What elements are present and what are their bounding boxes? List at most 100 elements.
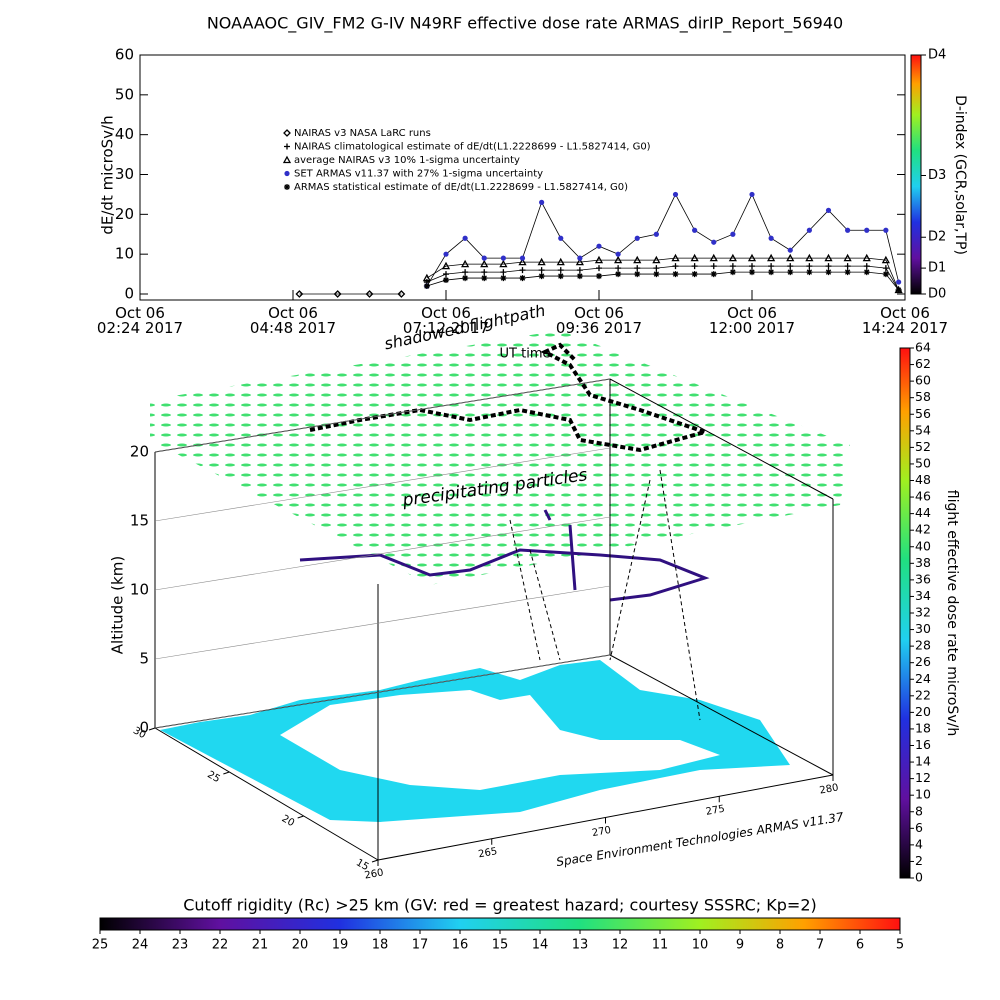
marker xyxy=(481,275,488,282)
marker xyxy=(615,265,622,272)
colorbar-tick-label: 24 xyxy=(132,938,149,953)
marker xyxy=(397,290,406,298)
marker xyxy=(883,227,889,233)
y-tick-label: 10 xyxy=(115,245,134,263)
x-tick-label: Oct 06 12:00 2017 xyxy=(708,304,796,337)
particle-layer xyxy=(150,330,850,585)
y2-tick-label: D3 xyxy=(928,168,946,183)
marker xyxy=(634,265,641,272)
marker xyxy=(729,269,736,276)
colorbar-tick-label: 58 xyxy=(915,389,931,404)
marker xyxy=(423,283,430,290)
marker xyxy=(844,269,851,276)
marker xyxy=(653,271,660,278)
colorbar-tick-label: 16 xyxy=(915,737,931,752)
land xyxy=(280,690,720,790)
colorbar xyxy=(910,54,922,295)
y-tick xyxy=(223,771,230,775)
marker xyxy=(443,251,449,257)
marker xyxy=(596,265,602,272)
marker xyxy=(284,184,290,190)
colorbar-tick-label: 12 xyxy=(612,938,629,953)
marker xyxy=(284,170,290,177)
marker xyxy=(556,257,565,266)
x-tick-label: Oct 06 07:12 2017 xyxy=(402,304,490,337)
colorbar-tick-label: 7 xyxy=(816,938,824,953)
marker xyxy=(844,263,851,270)
z-grid xyxy=(154,585,611,660)
colorbar-tick-label: 46 xyxy=(915,489,931,504)
marker xyxy=(864,227,870,233)
box-edge xyxy=(609,378,834,500)
colorbar-tick-label: 10 xyxy=(915,787,931,802)
marker xyxy=(576,267,583,274)
marker xyxy=(825,207,832,213)
marker xyxy=(537,257,546,266)
x-tick-label: 275 xyxy=(705,804,726,818)
marker xyxy=(896,279,902,285)
marker xyxy=(519,267,526,274)
colorbar-tick-label: 62 xyxy=(915,356,931,371)
z-tick-label: 5 xyxy=(139,650,149,668)
colorbar-tick-label: 42 xyxy=(915,522,931,537)
marker xyxy=(519,255,526,261)
marker xyxy=(615,271,622,278)
y-tick-label: 0 xyxy=(124,285,134,303)
marker xyxy=(881,255,890,264)
marker xyxy=(462,269,469,276)
marker xyxy=(709,253,718,262)
colorbar-tick-label: 48 xyxy=(915,472,931,487)
colorbar-tick-label: 21 xyxy=(252,938,269,953)
box-edge xyxy=(609,654,834,776)
flightpath xyxy=(299,509,710,602)
y2-axis-label: D-index (GCR,solar,TP) xyxy=(952,95,968,255)
marker xyxy=(596,273,602,280)
marker xyxy=(575,257,584,266)
marker xyxy=(558,235,564,241)
marker xyxy=(845,227,851,233)
marker xyxy=(284,143,290,150)
colorbar-tick-label: 18 xyxy=(372,938,389,953)
y-tick-label: 20 xyxy=(115,205,134,223)
colorbar-tick-label: 23 xyxy=(172,938,189,953)
marker xyxy=(557,267,564,274)
x-tick-label: 280 xyxy=(819,782,840,796)
y-tick xyxy=(297,815,304,819)
legend-label: average NAIRAS v3 10% 1-sigma uncertaint… xyxy=(294,155,520,166)
colorbar-tick-label: 11 xyxy=(652,938,669,953)
colorbar-tick-label: 12 xyxy=(915,770,931,785)
marker xyxy=(596,243,602,249)
y2-tick-label: D0 xyxy=(928,287,946,302)
series-line xyxy=(426,271,899,291)
marker xyxy=(882,271,889,278)
x-tick-label: Oct 06 04:48 2017 xyxy=(249,304,337,337)
y-tick xyxy=(371,859,379,863)
colorbar-tick-label: 22 xyxy=(915,687,931,702)
marker xyxy=(786,253,795,262)
colorbar-tick-label: 44 xyxy=(915,505,931,520)
marker xyxy=(576,273,583,280)
marker xyxy=(711,239,717,245)
annotation: UT time xyxy=(500,347,551,362)
y2-tick-label: D4 xyxy=(928,48,946,63)
colorbar-tick-label: 0 xyxy=(915,870,923,885)
shadowed-flightpath xyxy=(309,342,712,453)
z-tick-label: 0 xyxy=(139,719,149,737)
colorbar-tick-label: 30 xyxy=(915,621,931,636)
marker xyxy=(768,235,774,241)
marker xyxy=(787,247,793,253)
marker xyxy=(295,290,304,298)
marker xyxy=(538,273,545,280)
legend-label: SET ARMAS v11.37 with 27% 1-sigma uncert… xyxy=(294,169,543,180)
colorbar-tick-label: 17 xyxy=(412,938,429,953)
y-tick-label: 20 xyxy=(280,813,297,829)
colorbar-tick-label: 10 xyxy=(692,938,709,953)
marker xyxy=(422,273,431,282)
z-tick-label: 15 xyxy=(130,512,149,530)
marker xyxy=(825,269,832,276)
colorbar-tick-label: 28 xyxy=(915,638,931,653)
marker xyxy=(500,275,507,282)
marker xyxy=(557,273,564,280)
box-edge xyxy=(154,727,379,861)
